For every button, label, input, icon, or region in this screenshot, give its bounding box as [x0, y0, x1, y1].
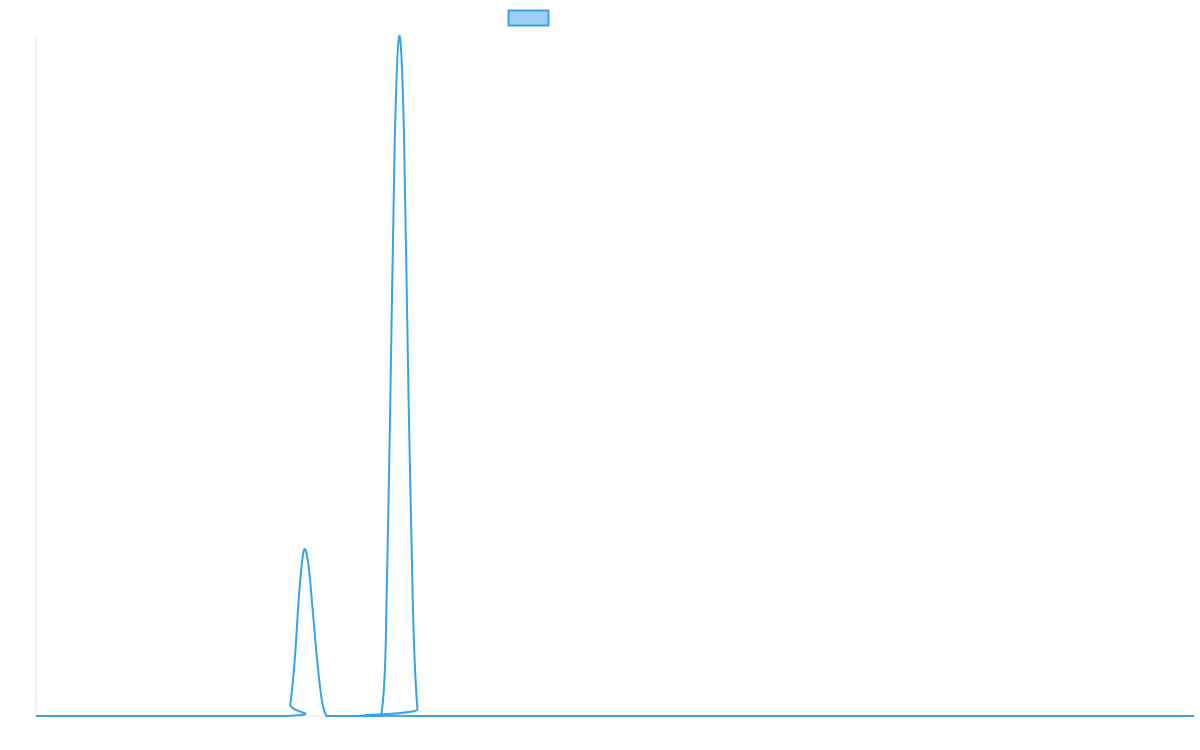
legend[interactable] [507, 9, 550, 27]
series-layer [36, 34, 1194, 718]
legend-swatch[interactable] [507, 9, 550, 27]
series-line-0 [36, 34, 1194, 718]
axes [35, 36, 1194, 717]
legend-item[interactable] [507, 9, 550, 27]
